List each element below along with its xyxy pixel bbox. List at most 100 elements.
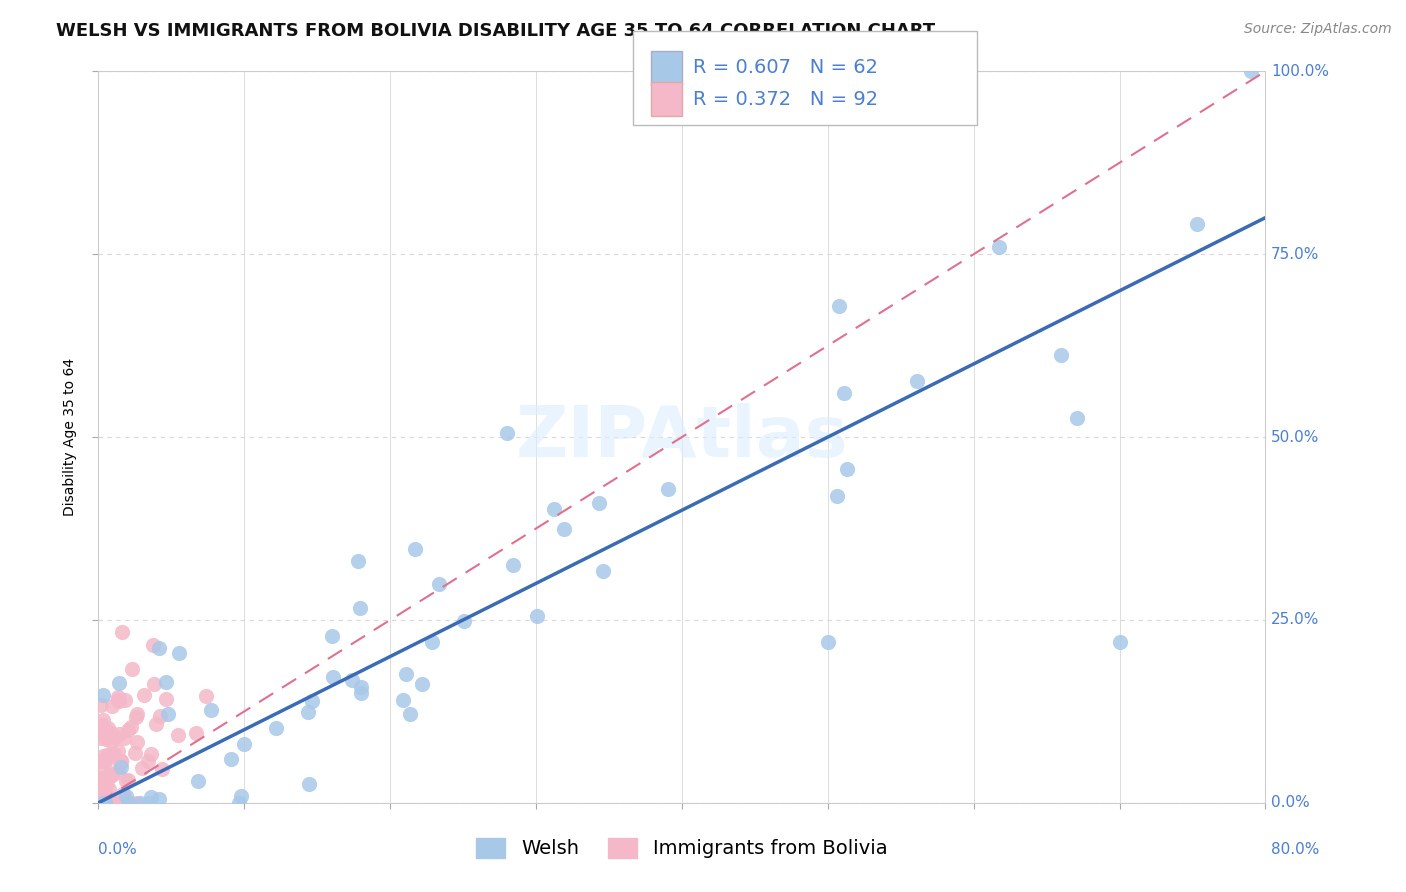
- Text: R = 0.607   N = 62: R = 0.607 N = 62: [693, 58, 879, 78]
- Point: [496, 425, 519, 440]
- Point: [349, 600, 371, 615]
- Point: [219, 752, 242, 766]
- Point: [107, 694, 129, 708]
- Point: [228, 796, 250, 810]
- Point: [90, 762, 112, 776]
- Point: [97, 731, 120, 745]
- Point: [107, 693, 129, 707]
- Point: [526, 609, 548, 624]
- Point: [136, 755, 159, 769]
- Point: [152, 762, 174, 776]
- Point: [350, 686, 373, 700]
- Point: [149, 709, 172, 723]
- Point: [422, 635, 444, 649]
- Point: [104, 730, 127, 744]
- Point: [87, 796, 110, 810]
- Point: [657, 482, 679, 496]
- Text: 0.0%: 0.0%: [1271, 796, 1310, 810]
- Point: [142, 638, 165, 652]
- Point: [111, 787, 134, 801]
- Point: [391, 692, 413, 706]
- Text: WELSH VS IMMIGRANTS FROM BOLIVIA DISABILITY AGE 35 TO 64 CORRELATION CHART: WELSH VS IMMIGRANTS FROM BOLIVIA DISABIL…: [56, 22, 935, 40]
- Point: [118, 796, 141, 810]
- Point: [103, 796, 125, 810]
- Point: [94, 786, 117, 800]
- Point: [93, 754, 115, 768]
- Text: 0.0%: 0.0%: [98, 842, 138, 856]
- Point: [186, 726, 208, 740]
- Point: [124, 796, 146, 810]
- Point: [825, 489, 848, 503]
- Point: [543, 501, 565, 516]
- Text: R = 0.372   N = 92: R = 0.372 N = 92: [693, 90, 879, 109]
- Point: [110, 754, 132, 768]
- Point: [107, 744, 129, 758]
- Point: [138, 796, 160, 810]
- Point: [87, 796, 110, 810]
- Point: [93, 773, 115, 788]
- Point: [1049, 348, 1071, 362]
- Point: [139, 790, 162, 805]
- Point: [93, 723, 115, 738]
- Point: [93, 754, 115, 768]
- Point: [101, 796, 124, 810]
- Point: [107, 690, 129, 705]
- Point: [233, 737, 256, 751]
- Point: [96, 731, 118, 746]
- Point: [94, 753, 117, 767]
- Text: 75.0%: 75.0%: [1271, 247, 1320, 261]
- Point: [89, 796, 111, 810]
- Point: [1240, 64, 1263, 78]
- Point: [117, 796, 139, 810]
- Point: [89, 796, 111, 810]
- Point: [124, 746, 146, 760]
- Point: [97, 790, 120, 805]
- Point: [103, 747, 125, 762]
- Point: [264, 721, 287, 735]
- Point: [301, 694, 323, 708]
- Point: [298, 777, 321, 791]
- Point: [87, 796, 110, 810]
- Y-axis label: Disability Age 35 to 64: Disability Age 35 to 64: [63, 358, 77, 516]
- Point: [156, 707, 179, 722]
- Point: [98, 770, 121, 784]
- Point: [1066, 410, 1088, 425]
- Point: [87, 771, 110, 785]
- Point: [835, 462, 858, 476]
- Point: [155, 674, 177, 689]
- Point: [91, 689, 114, 703]
- Legend: Welsh, Immigrants from Bolivia: Welsh, Immigrants from Bolivia: [468, 830, 896, 866]
- Point: [553, 522, 575, 536]
- Point: [100, 726, 122, 740]
- Point: [91, 713, 114, 727]
- Point: [395, 666, 418, 681]
- Point: [100, 768, 122, 782]
- Point: [93, 778, 115, 792]
- Point: [143, 677, 166, 691]
- Point: [93, 796, 115, 810]
- Point: [108, 675, 131, 690]
- Point: [347, 554, 370, 568]
- Point: [832, 386, 855, 401]
- Point: [91, 772, 114, 786]
- Point: [145, 717, 167, 731]
- Point: [98, 765, 121, 780]
- Point: [148, 792, 170, 806]
- Point: [110, 754, 132, 768]
- Point: [987, 240, 1010, 254]
- Point: [100, 733, 122, 747]
- Point: [118, 796, 141, 810]
- Point: [592, 564, 614, 578]
- Point: [404, 542, 426, 557]
- Point: [107, 765, 129, 780]
- Point: [101, 699, 124, 714]
- Point: [907, 374, 929, 388]
- Point: [117, 723, 139, 737]
- Point: [155, 692, 177, 706]
- Point: [90, 796, 112, 810]
- Point: [229, 789, 252, 804]
- Point: [112, 731, 135, 746]
- Point: [111, 624, 134, 639]
- Point: [322, 670, 344, 684]
- Point: [141, 747, 163, 761]
